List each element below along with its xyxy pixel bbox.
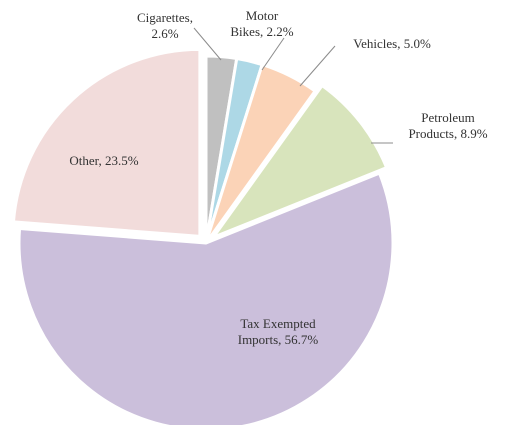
data-label-line: Vehicles, 5.0% (353, 36, 431, 51)
data-label-line: 2.6% (151, 26, 178, 41)
leader-line-2 (299, 45, 336, 87)
data-label-line: Petroleum (421, 110, 474, 125)
data-label-line: Other, 23.5% (69, 153, 138, 168)
data-label-line: Tax Exempted (240, 316, 316, 331)
data-label: Motor Bikes, 2.2% (230, 8, 293, 39)
pie-slice-petroleum-products (211, 84, 389, 239)
leader-line-1 (261, 37, 285, 71)
pie-slice-other (11, 47, 202, 238)
data-label-line: Motor (246, 8, 279, 23)
data-label: Tax Exempted Imports, 56.7% (238, 316, 319, 347)
pie-slice-vehicles (204, 63, 317, 245)
pie-slices (11, 47, 395, 430)
data-label: Other, 23.5% (69, 153, 138, 168)
data-label-line: Products, 8.9% (408, 126, 487, 141)
data-label-line: Bikes, 2.2% (230, 24, 293, 39)
data-label-line: Imports, 56.7% (238, 332, 319, 347)
data-labels: Cigarettes, 2.6% Motor Bikes, 2.2% Vehicles,… (69, 8, 487, 347)
data-label: Petroleum Products, 8.9% (408, 110, 487, 141)
data-label: Cigarettes, 2.6% (137, 10, 193, 41)
leader-lines (193, 27, 393, 144)
data-label: Vehicles, 5.0% (353, 36, 431, 51)
leader-line-0 (193, 27, 222, 61)
data-label-line: Cigarettes, (137, 10, 193, 25)
